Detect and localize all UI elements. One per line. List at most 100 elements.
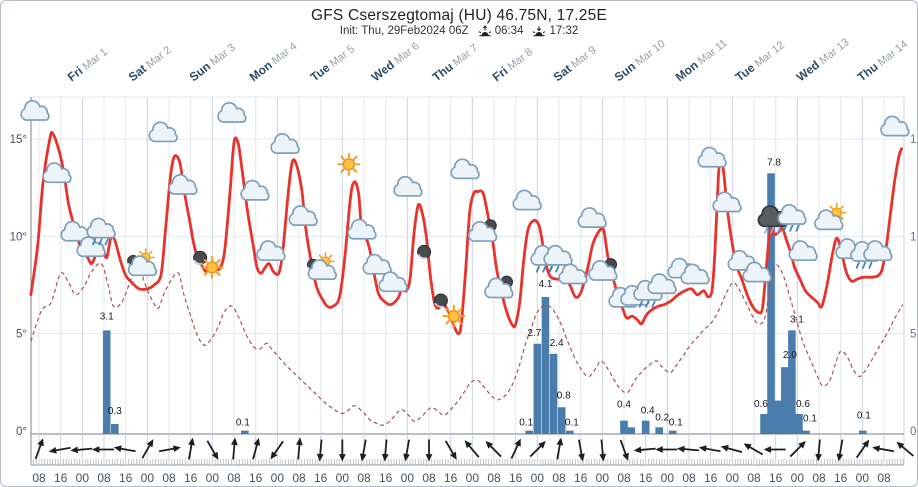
precip-value-label: 0.4 xyxy=(617,400,631,411)
precip-bar xyxy=(795,413,803,434)
wind-arrows xyxy=(34,437,914,462)
wind-arrow xyxy=(633,446,656,454)
wind-arrow xyxy=(359,439,367,462)
wind-arrow xyxy=(896,441,914,457)
hour-label: 00 xyxy=(271,471,285,485)
wind-arrow xyxy=(48,446,71,454)
hour-label: 16 xyxy=(54,471,68,485)
weather-icon-moon xyxy=(193,250,208,265)
wind-arrow xyxy=(529,441,546,458)
precip-value-label: 0.3 xyxy=(108,406,122,417)
precip-bar xyxy=(241,430,249,434)
hour-label: 16 xyxy=(119,471,133,485)
precip-value-label: 3.1 xyxy=(790,314,804,325)
precip-bar xyxy=(627,427,636,434)
wind-arrow xyxy=(578,439,585,462)
hour-label: 08 xyxy=(552,471,566,485)
precip-value-label: 0.1 xyxy=(236,418,250,429)
sunset-icon xyxy=(533,26,546,37)
temp-tick-label: 15° xyxy=(10,134,27,146)
hour-label: 08 xyxy=(812,471,826,485)
precip-bar xyxy=(668,430,677,434)
wind-arrow xyxy=(252,437,261,460)
weather-icon-cloud xyxy=(256,240,286,262)
hour-label: 00 xyxy=(726,471,740,485)
weather-icon-cloud xyxy=(697,146,727,168)
hour-label: 08 xyxy=(162,471,176,485)
weather-icon-cloud xyxy=(270,133,300,154)
hour-label: 16 xyxy=(834,471,848,485)
weather-icon-cloud xyxy=(288,205,318,226)
wind-arrow xyxy=(403,439,410,462)
wind-arrow xyxy=(655,446,678,453)
wind-arrow xyxy=(296,437,303,460)
precip-value-label: 0.8 xyxy=(557,390,571,401)
wind-arrow xyxy=(316,439,324,462)
precip-bars xyxy=(102,173,867,434)
temp-tick-label-right: 5° xyxy=(910,329,918,341)
precip-bar xyxy=(859,430,867,434)
precip-value-label: 2.7 xyxy=(527,328,541,339)
precip-bar xyxy=(781,367,789,434)
precip-bar xyxy=(102,330,111,434)
precip-value-label: 0.2 xyxy=(655,412,669,423)
hour-label: 00 xyxy=(791,471,805,485)
plot-border xyxy=(30,97,905,466)
precip-value-label: 4.1 xyxy=(538,279,552,290)
precip-bar xyxy=(111,423,119,434)
hour-label: 16 xyxy=(184,471,198,485)
hour-label: 08 xyxy=(617,471,631,485)
wind-arrow xyxy=(206,440,219,460)
weather-icon-cloud xyxy=(512,189,542,211)
init-label: Init: Thu, 29Feb2024 06Z xyxy=(339,25,469,37)
weather-icon-cloud xyxy=(742,261,772,283)
weather-icon-rain-cloud xyxy=(777,203,807,232)
hour-label: 08 xyxy=(32,471,46,485)
precip-bar xyxy=(767,173,775,434)
precip-bar xyxy=(566,430,574,434)
precip-bar xyxy=(541,296,550,434)
weather-icon-sun xyxy=(442,304,466,328)
precip-bar xyxy=(557,407,566,434)
precip-bar xyxy=(533,343,542,434)
hour-label: 00 xyxy=(76,471,90,485)
temp-tick-label: 5° xyxy=(16,329,27,341)
weather-icon-moon xyxy=(417,244,432,259)
weather-icon-sun xyxy=(200,255,224,280)
precip-value-label: 0.6 xyxy=(796,399,810,410)
weather-icon-sun xyxy=(337,152,361,176)
dewpoint-curve xyxy=(30,262,904,426)
wind-arrow xyxy=(836,439,844,462)
precip-value-label: 0.1 xyxy=(519,418,533,429)
weather-icon-cloud xyxy=(577,207,607,228)
weather-icon-moon-cloud xyxy=(467,219,498,242)
weather-icon-cloud xyxy=(20,100,50,121)
precip-bar xyxy=(774,400,782,434)
wind-arrow xyxy=(158,445,181,453)
wind-arrow xyxy=(485,441,502,458)
wind-arrow xyxy=(92,446,115,453)
wind-arrow xyxy=(720,445,743,453)
precip-value-label: 0.1 xyxy=(803,414,817,425)
precip-value-label: 0.6 xyxy=(754,399,768,410)
precip-value-label: 2.0 xyxy=(783,350,797,361)
weather-icon-cloud xyxy=(378,271,408,293)
weather-icon-moon-cloud xyxy=(484,275,514,299)
precip-bar xyxy=(802,430,810,434)
wind-arrow xyxy=(270,440,284,460)
weather-icon-cloud xyxy=(647,273,677,295)
weather-icon-cloud xyxy=(880,115,910,137)
hour-label: 00 xyxy=(141,471,155,485)
weather-icon-moon-sun-cloud xyxy=(127,248,158,277)
weather-icons xyxy=(20,100,910,328)
hour-label: 00 xyxy=(401,471,415,485)
hour-label: 16 xyxy=(639,471,653,485)
weather-icon-cloud xyxy=(362,253,392,275)
weather-icon-cloud xyxy=(863,240,893,262)
precip-bar xyxy=(620,420,628,434)
weather-icon-cloud xyxy=(450,158,480,180)
wind-arrow xyxy=(34,438,44,460)
hour-label: 08 xyxy=(877,471,891,485)
precip-value-label: 0.1 xyxy=(565,418,579,429)
